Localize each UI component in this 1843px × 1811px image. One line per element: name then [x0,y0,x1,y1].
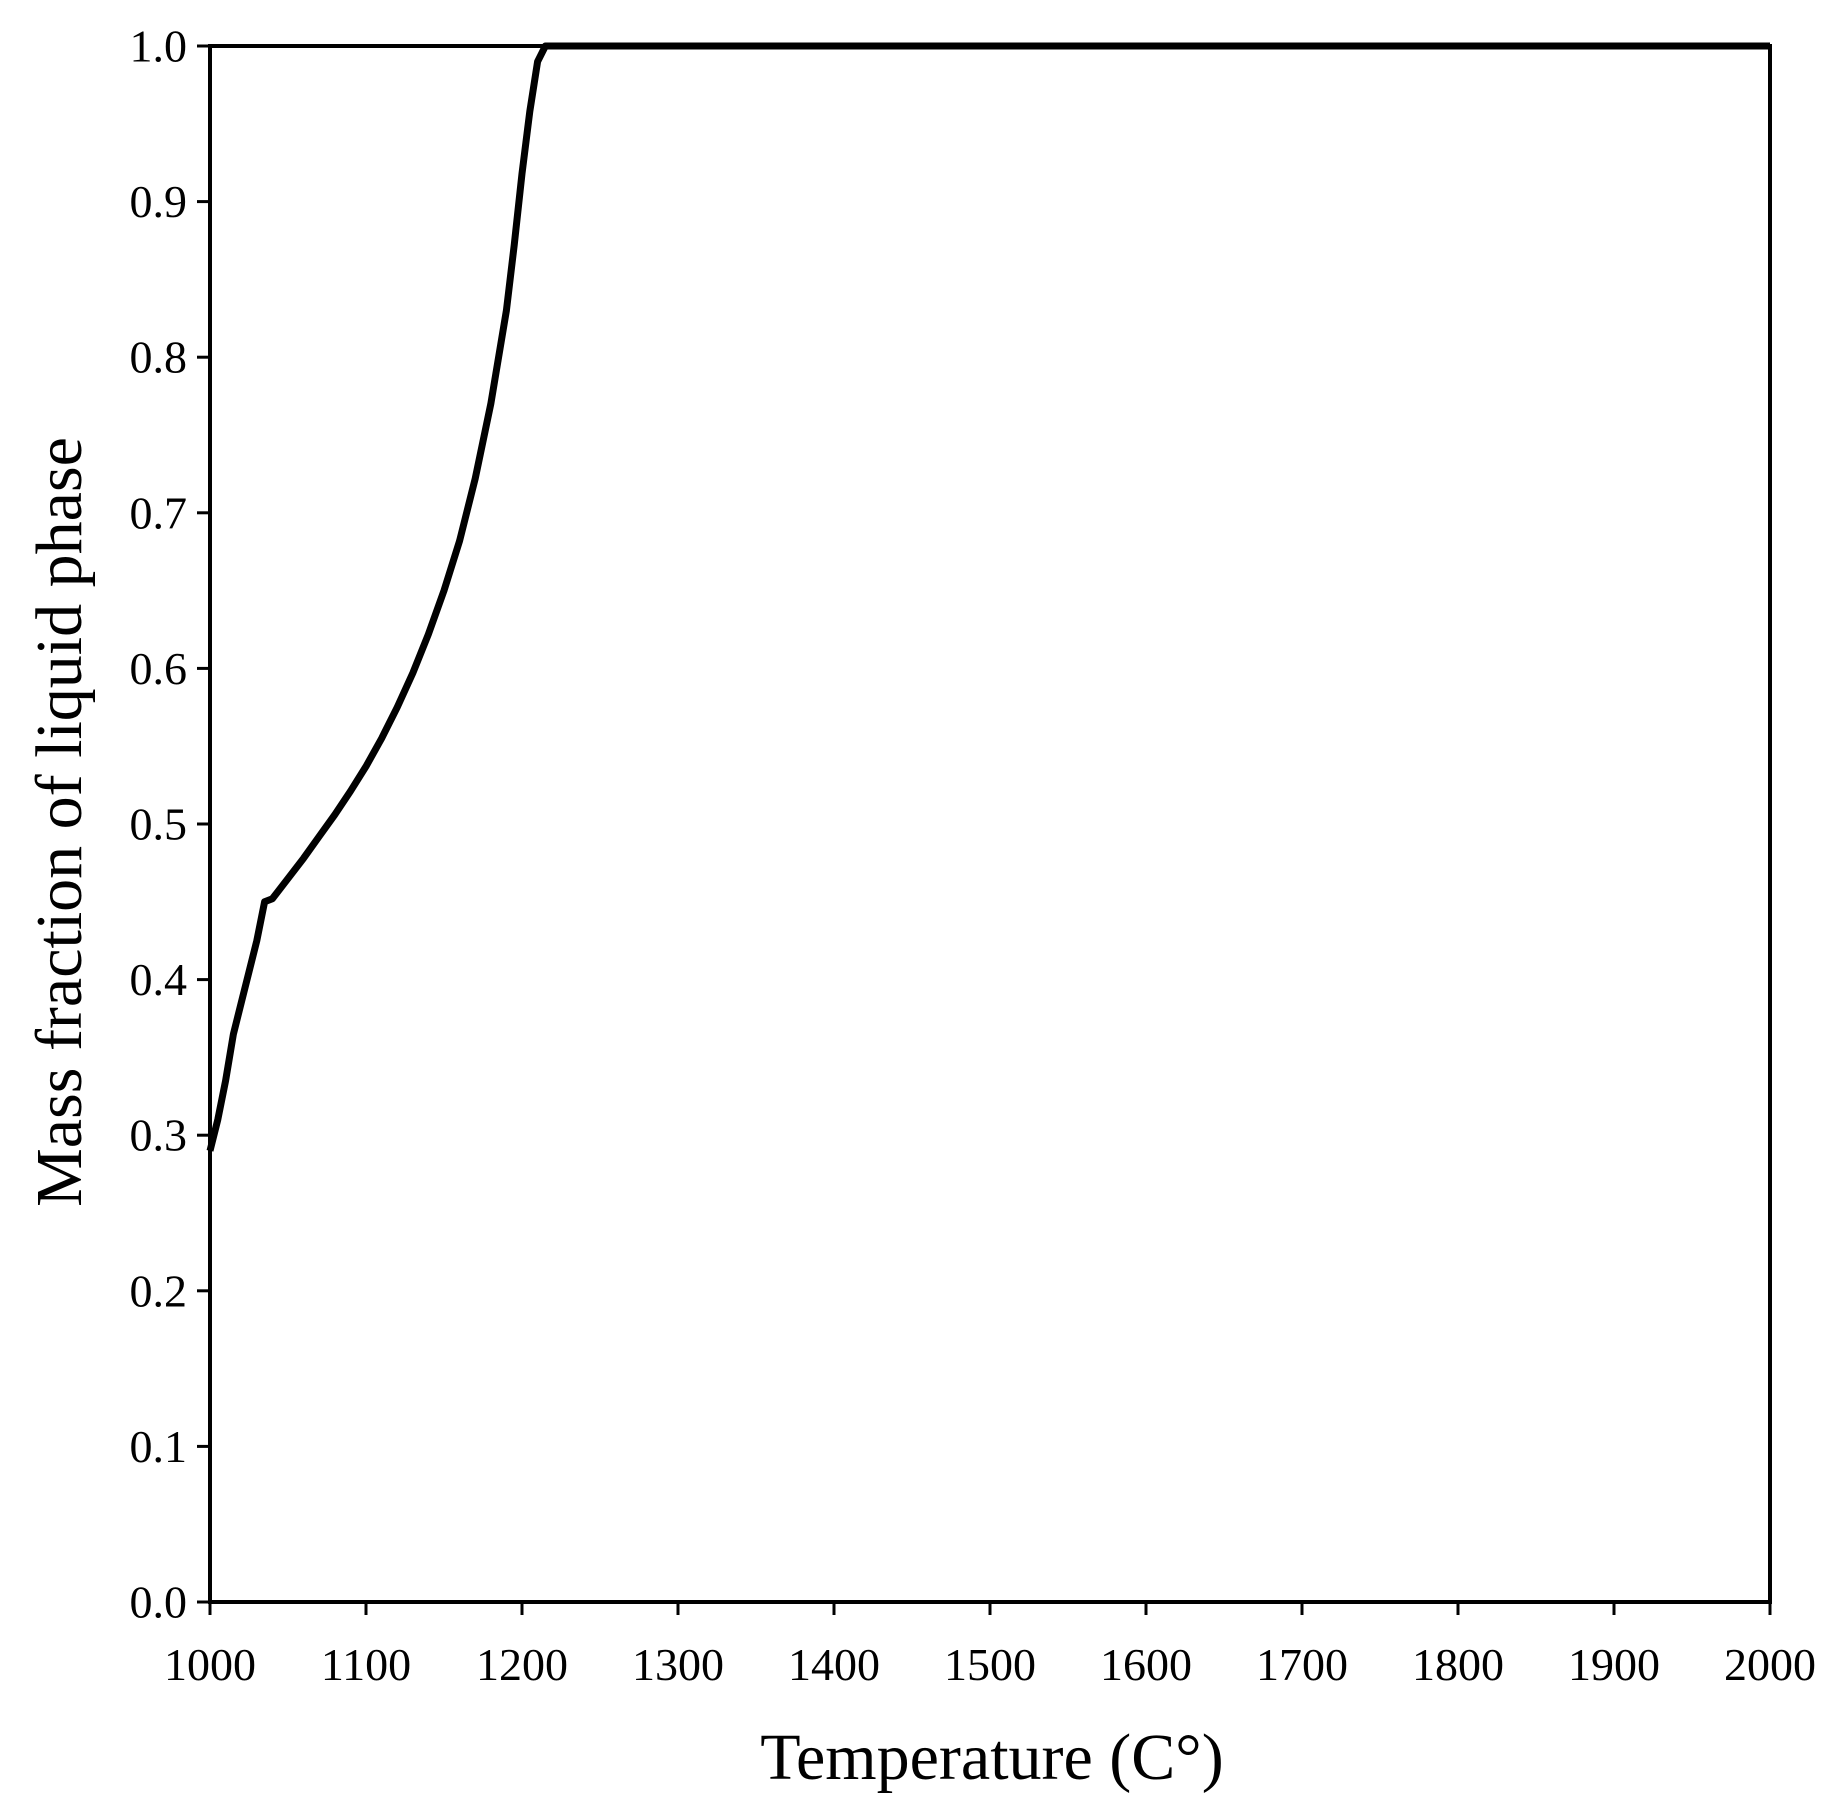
y-tick-label: 0.6 [130,643,188,694]
y-tick-label: 1.0 [130,21,188,72]
plot-frame [208,44,1772,1604]
x-tick-label: 1500 [944,1639,1036,1690]
x-tick-label: 1600 [1100,1639,1192,1690]
x-tick-label: 1300 [632,1639,724,1690]
x-tick-label: 1100 [321,1639,411,1690]
series-layer [206,42,1770,1152]
x-tick-label: 2000 [1724,1639,1816,1690]
x-tick-label: 1900 [1568,1639,1660,1690]
y-tick-label: 0.8 [130,332,188,383]
y-tick-label: 0.7 [130,487,188,538]
x-axis-label: Temperature (C°) [760,1721,1223,1794]
y-tick-label: 0.1 [130,1421,188,1472]
x-tick-label: 1200 [476,1639,568,1690]
y-axis-ticks: 0.0 0.1 0.2 0.3 0.4 0.5 0.6 0.7 0.8 0.9 1.0 [130,21,210,1628]
y-axis-label: Mass fraction of liquid phase [23,437,96,1207]
y-tick-label: 0.4 [130,954,188,1005]
plot-area [208,44,1772,1604]
x-axis-ticks: 1000 1100 1200 1300 1400 1500 1600 1700 1800 1900… [164,1602,1816,1690]
x-tick-label: 1000 [164,1639,256,1690]
y-tick-label: 0.0 [130,1577,188,1628]
y-tick-label: 0.2 [130,1265,188,1316]
x-tick-label: 1400 [788,1639,880,1690]
y-tick-label: 0.9 [130,176,188,227]
y-tick-label: 0.5 [130,799,188,850]
x-tick-label: 1700 [1256,1639,1348,1690]
y-tick-label: 0.3 [130,1110,188,1161]
x-tick-label: 1800 [1412,1639,1504,1690]
series-line [206,42,1770,1152]
